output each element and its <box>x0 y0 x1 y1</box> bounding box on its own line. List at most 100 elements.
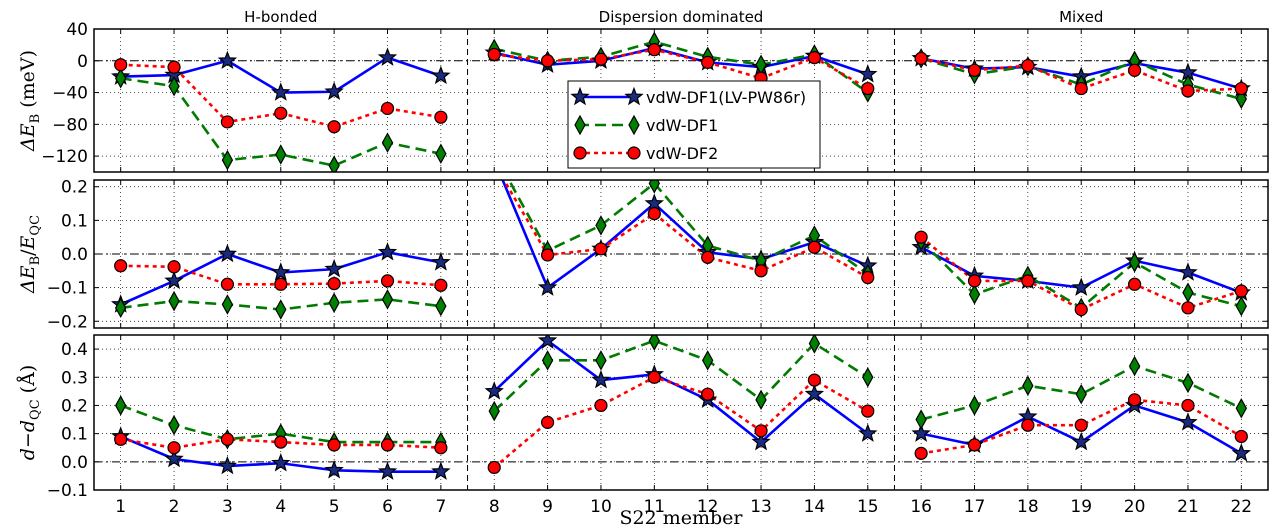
data-point-vdw-df1 <box>381 289 394 310</box>
y-tick-label: 0.4 <box>61 340 88 360</box>
data-point-vdw-df1 <box>648 335 661 351</box>
data-point-vdw-df2 <box>1234 429 1248 444</box>
series-line-vdw-df1-lv-pw86r- <box>493 46 869 76</box>
y-axis-label-part: d <box>17 448 39 460</box>
data-point-vdw-df2 <box>647 370 661 384</box>
series-layer <box>110 31 1252 172</box>
series-line-vdw-df1-lv-pw86r- <box>501 180 869 289</box>
data-point-vdw-df2 <box>434 110 448 124</box>
legend-marker <box>624 86 644 106</box>
y-axis-label: d−dQC (Å) <box>17 365 43 460</box>
data-point-vdw-df1-lv-pw86r- <box>164 448 184 468</box>
data-point-vdw-df2 <box>327 438 341 452</box>
data-point-vdw-df2 <box>754 264 768 278</box>
x-tick-label: 2 <box>169 497 180 517</box>
data-point-vdw-df2 <box>274 435 288 449</box>
data-point-vdw-df2 <box>914 230 928 244</box>
data-point-vdw-df2 <box>487 460 501 475</box>
y-axis-label-part: d <box>17 420 39 432</box>
x-tick-label: 16 <box>910 497 932 517</box>
data-point-vdw-df1-lv-pw86r- <box>591 369 611 389</box>
data-point-vdw-df2 <box>1127 393 1142 407</box>
data-point-vdw-df1 <box>915 409 927 430</box>
data-point-vdw-df1-lv-pw86r- <box>431 461 451 480</box>
data-point-vdw-df2 <box>594 242 608 256</box>
data-point-vdw-df1 <box>435 143 447 164</box>
data-point-vdw-df1 <box>488 400 500 422</box>
x-tick-label: 9 <box>542 497 553 517</box>
data-point-vdw-df2 <box>434 278 448 292</box>
y-tick-label: 0.1 <box>61 211 88 231</box>
y-axis-label: ΔEB (meV) <box>17 50 43 152</box>
series-line-vdw-df1 <box>493 40 869 94</box>
data-point-vdw-df1 <box>114 68 127 89</box>
data-point-vdw-df2 <box>380 101 395 116</box>
group-header: Mixed <box>1059 8 1103 26</box>
legend: vdW-DF1(LV-PW86r) vdW-DF1 vdW-DF2 <box>567 80 821 169</box>
data-point-vdw-df1-lv-pw86r- <box>377 242 398 261</box>
data-point-vdw-df1 <box>541 350 554 371</box>
y-tick-label: −40 <box>52 84 88 104</box>
y-tick-label: −120 <box>41 147 88 167</box>
data-point-vdw-df2 <box>861 404 875 418</box>
y-axis-label-part: B <box>28 114 43 124</box>
data-point-vdw-df2 <box>861 270 875 285</box>
data-point-vdw-df2 <box>487 47 501 62</box>
data-point-vdw-df1-lv-pw86r- <box>431 252 451 271</box>
data-point-vdw-df1 <box>275 144 287 165</box>
data-point-vdw-df2 <box>701 55 715 69</box>
legend-label: vdW-DF1(LV-PW86r) <box>646 88 806 107</box>
data-point-vdw-df1-lv-pw86r- <box>164 270 184 290</box>
data-point-vdw-df1 <box>968 395 981 416</box>
data-point-vdw-df1 <box>968 284 981 305</box>
x-tick-label: 6 <box>382 497 393 517</box>
data-point-vdw-df1-lv-pw86r- <box>1231 443 1252 462</box>
x-tick-label: 18 <box>1017 497 1039 517</box>
data-point-vdw-df1-lv-pw86r- <box>271 262 291 281</box>
data-point-vdw-df2 <box>1181 301 1195 315</box>
data-point-vdw-df2 <box>274 106 288 120</box>
data-point-vdw-df2 <box>114 259 128 273</box>
data-point-vdw-df1 <box>1075 383 1087 405</box>
x-tick-label: 3 <box>222 497 233 517</box>
data-point-vdw-df2 <box>1234 284 1248 298</box>
data-point-vdw-df1 <box>1235 295 1248 317</box>
data-point-vdw-df2 <box>327 277 341 291</box>
series-line-vdw-df2 <box>502 180 869 279</box>
data-point-vdw-df2 <box>220 115 235 129</box>
data-point-vdw-df1-lv-pw86r- <box>1178 262 1198 281</box>
data-point-vdw-df2 <box>967 274 982 288</box>
y-axis-label-part: QC <box>28 399 43 420</box>
data-point-vdw-df1-lv-pw86r- <box>858 64 878 83</box>
y-axis-label-part: / <box>17 249 39 256</box>
panel-frame <box>93 28 1269 173</box>
y-axis-label-part: ΔE <box>17 123 39 152</box>
y-axis-label-part: QC <box>28 215 43 236</box>
y-tick-label: −0.1 <box>47 481 88 501</box>
y-axis-label: ΔEB/EQC <box>17 215 43 294</box>
data-point-vdw-df2 <box>540 54 555 68</box>
series-layer <box>110 335 1252 480</box>
data-point-vdw-df2 <box>274 277 288 291</box>
data-point-vdw-df1-lv-pw86r- <box>1178 412 1198 431</box>
data-point-vdw-df2 <box>967 63 982 77</box>
data-point-vdw-df2 <box>1074 302 1088 317</box>
data-point-vdw-df2 <box>594 398 608 413</box>
data-point-vdw-df2 <box>594 52 608 66</box>
data-point-vdw-df1 <box>1128 252 1141 273</box>
data-point-vdw-df1 <box>1022 375 1034 396</box>
series-line-vdw-df1 <box>507 180 869 276</box>
data-point-vdw-df2 <box>1074 81 1088 96</box>
data-point-vdw-df2 <box>1074 418 1088 432</box>
data-point-vdw-df1 <box>755 389 767 411</box>
data-point-vdw-df1-lv-pw86r- <box>324 258 344 278</box>
data-point-vdw-df2 <box>647 43 661 57</box>
data-point-vdw-df1-lv-pw86r- <box>377 47 398 66</box>
data-point-vdw-df2 <box>1181 84 1195 98</box>
data-point-vdw-df1 <box>114 297 127 319</box>
y-axis-label-part: ΔE <box>17 265 39 294</box>
y-tick-label: −80 <box>52 115 88 135</box>
x-tick-label: 22 <box>1230 497 1252 517</box>
data-point-vdw-df1-lv-pw86r- <box>217 243 238 263</box>
data-point-vdw-df1 <box>1182 372 1194 394</box>
